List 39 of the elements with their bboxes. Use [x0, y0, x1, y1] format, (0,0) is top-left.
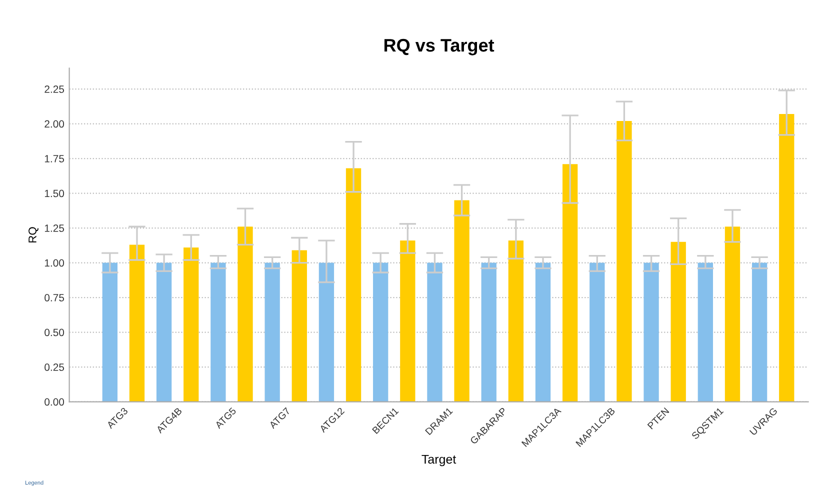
bar: [373, 262, 388, 402]
bar: [400, 240, 416, 402]
bar: [129, 244, 145, 402]
bar: [644, 262, 659, 402]
y-tick-label: 2.00: [44, 120, 64, 128]
y-tick-label: 1.25: [44, 224, 64, 232]
y-tick-label: 0.00: [44, 398, 64, 406]
bar: [427, 262, 442, 402]
bar: [184, 247, 199, 402]
bar: [670, 242, 686, 402]
bar: [210, 262, 226, 402]
bar: [616, 121, 632, 402]
y-tick-label: 1.50: [44, 190, 64, 198]
bar: [724, 226, 740, 402]
bar: [318, 262, 334, 402]
bar: [508, 240, 524, 402]
bar: [481, 262, 496, 402]
y-tick-label: 1.00: [44, 259, 64, 267]
bar: [454, 200, 470, 402]
y-tick-label: 0.75: [44, 294, 64, 302]
bar: [102, 262, 118, 402]
y-tick-label: 1.75: [44, 155, 64, 162]
bar: [346, 168, 362, 402]
bar: [156, 262, 172, 402]
chart-title: RQ vs Target: [384, 38, 494, 56]
bar: [238, 226, 253, 402]
bar: [779, 114, 794, 402]
bar: [562, 164, 578, 402]
bar: [264, 262, 280, 402]
bar: [535, 262, 551, 402]
y-tick-label: 0.50: [44, 328, 64, 336]
bar: [590, 262, 605, 402]
y-axis-title: RQ: [28, 227, 38, 242]
x-axis-title: Target: [422, 454, 456, 466]
bar: [752, 262, 768, 402]
y-tick-label: 2.25: [44, 86, 64, 93]
bar: [292, 250, 307, 402]
bar: [698, 262, 713, 402]
y-tick-label: 0.25: [44, 364, 64, 371]
